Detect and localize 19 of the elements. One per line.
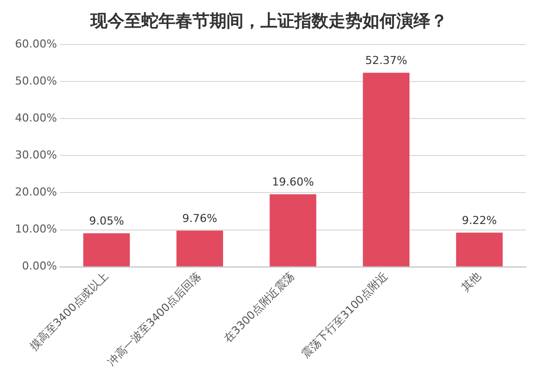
bar: [456, 232, 503, 266]
y-tick-label: 30.00%: [14, 148, 57, 162]
y-tick-label: 50.00%: [14, 74, 57, 88]
x-tick-label: 其他: [458, 269, 484, 294]
bar: [83, 233, 130, 266]
y-tick-label: 0.00%: [22, 260, 57, 273]
data-label: 9.22%: [462, 214, 497, 228]
bar: [362, 72, 410, 266]
y-tick-label: 20.00%: [14, 186, 57, 199]
chart-title: 现今至蛇年春节期间，上证指数走势如何演绎？: [90, 12, 448, 32]
y-tick-label: 60.00%: [14, 37, 57, 50]
data-label: 19.60%: [272, 176, 314, 189]
data-label: 9.05%: [89, 214, 124, 228]
data-label: 9.76%: [182, 212, 218, 226]
y-tick-label: 40.00%: [14, 111, 57, 124]
bar: [176, 230, 224, 266]
bar: [270, 194, 316, 266]
y-tick-label: 10.00%: [14, 222, 57, 236]
data-label: 52.37%: [365, 54, 408, 68]
